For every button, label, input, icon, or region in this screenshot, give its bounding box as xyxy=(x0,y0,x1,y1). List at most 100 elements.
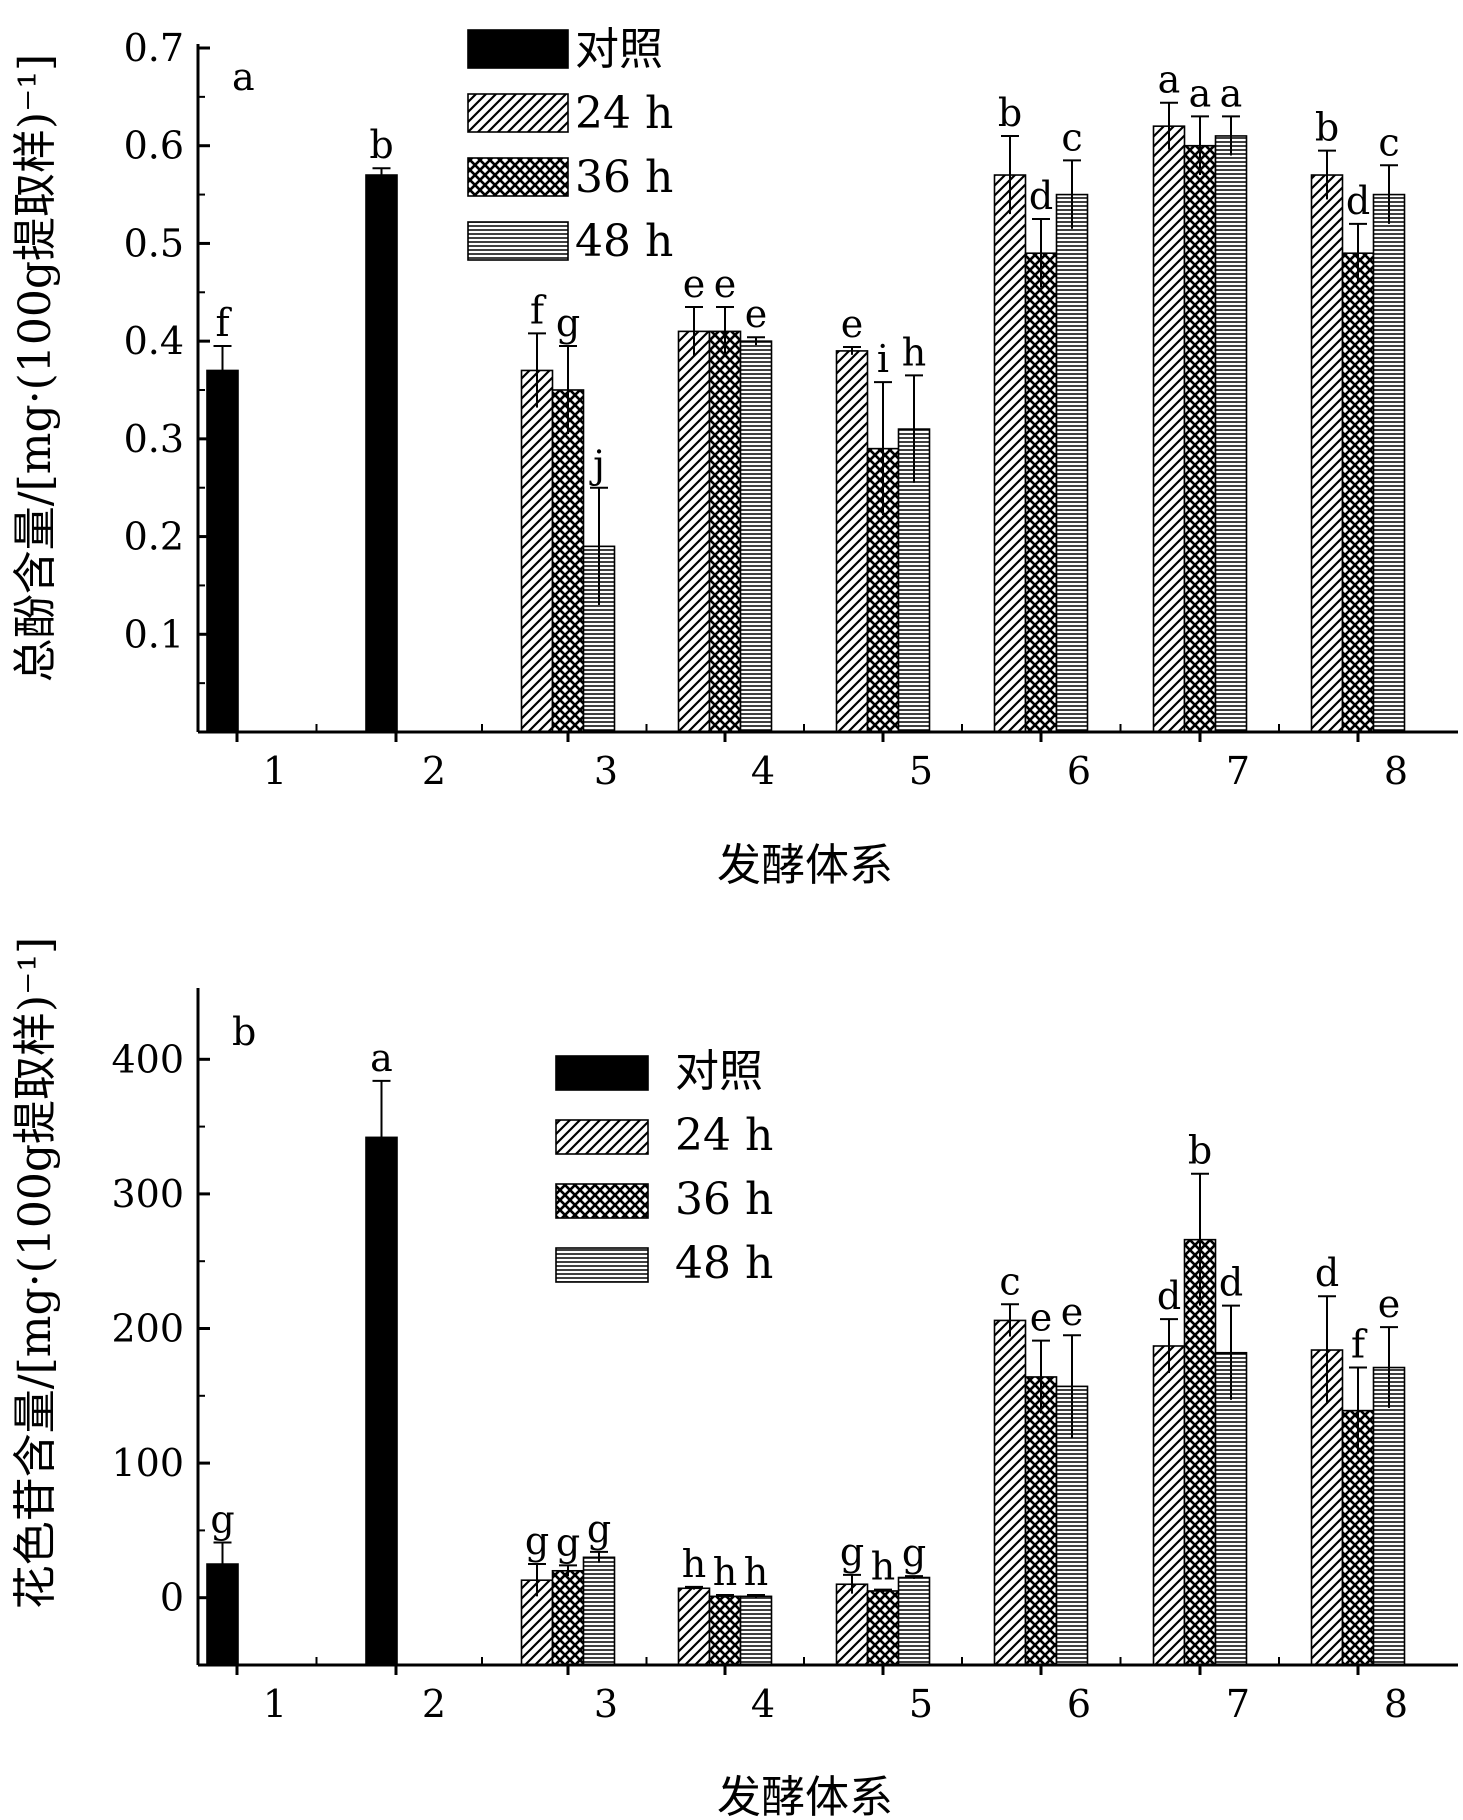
bar-anthocyanin-c8-s3 xyxy=(1372,1366,1406,1666)
significance-label: h xyxy=(713,1550,737,1594)
significance-label: c xyxy=(1061,115,1082,159)
significance-label: h xyxy=(871,1545,895,1589)
significance-label: b xyxy=(998,91,1022,135)
significance-label: h xyxy=(682,1542,706,1586)
x-axis-title-total-phenol: 发酵体系 xyxy=(717,840,893,891)
significance-label: c xyxy=(1378,120,1399,164)
legend-swatch xyxy=(555,1119,649,1155)
y-tick-labels-total-phenol: 0.1 0.2 0.3 0.4 0.5 0.6 0.7 xyxy=(124,26,184,656)
y-tick-label: 0.3 xyxy=(124,417,184,461)
significance-label: h xyxy=(902,330,926,374)
bar-anthocyanin-c3-s3 xyxy=(582,1556,616,1666)
significance-label: g xyxy=(840,1530,864,1574)
y-tick-label: 0.2 xyxy=(124,515,184,559)
bar-anthocyanin-c3-s2 xyxy=(551,1569,585,1666)
bar-phenol-c6-s3 xyxy=(1055,193,1089,733)
significance-label: g xyxy=(525,1519,549,1563)
panel-label-b: b xyxy=(232,1010,256,1054)
bar-anthocyanin-c5-s1 xyxy=(835,1583,869,1666)
significance-label: g xyxy=(902,1531,926,1575)
significance-label: b xyxy=(369,123,393,167)
significance-label: j xyxy=(589,443,605,487)
legend-label: 36 h xyxy=(575,152,673,203)
legend-label: 24 h xyxy=(575,88,673,139)
legend-label: 对照 xyxy=(675,1046,763,1097)
x-tick-label: 2 xyxy=(422,1682,446,1726)
significance-label: g xyxy=(556,1520,580,1564)
bar-phenol-c8-s1 xyxy=(1310,174,1344,733)
bar-phenol-c3-s1 xyxy=(520,369,554,733)
significance-label: b xyxy=(1188,1129,1212,1173)
y-tick-label: 300 xyxy=(111,1172,184,1216)
x-tick-label: 6 xyxy=(1067,1682,1091,1726)
x-tick-label: 7 xyxy=(1226,1682,1250,1726)
significance-label: g xyxy=(210,1498,234,1542)
y-tick-label: 100 xyxy=(111,1441,184,1485)
significance-label: e xyxy=(1061,1290,1084,1334)
bars-anthocyanin xyxy=(206,1136,1406,1666)
bar-phenol-c7-s3 xyxy=(1214,135,1248,733)
x-tick-label: 7 xyxy=(1226,749,1250,793)
significance-label: c xyxy=(999,1259,1020,1303)
x-tick-label: 4 xyxy=(751,1682,775,1726)
bar-phenol-c1-s0 xyxy=(206,369,239,733)
bar-phenol-c5-s1 xyxy=(835,350,869,733)
significance-label: d xyxy=(1029,174,1053,218)
bar-phenol-c4-s1 xyxy=(677,330,711,733)
legend-label: 24 h xyxy=(675,1110,773,1161)
significance-label: i xyxy=(877,337,889,381)
x-tick-label: 2 xyxy=(422,749,446,793)
legend-label: 48 h xyxy=(675,1238,773,1289)
bar-anthocyanin-c4-s1 xyxy=(677,1587,711,1666)
significance-label: a xyxy=(1220,71,1243,115)
y-tick-label: 400 xyxy=(111,1037,184,1081)
bar-phenol-c8-s2 xyxy=(1341,252,1375,733)
bar-anthocyanin-c6-s2 xyxy=(1024,1376,1058,1666)
bar-anthocyanin-c5-s2 xyxy=(866,1590,900,1666)
axes-anthocyanin xyxy=(196,988,1458,1675)
legend-anthocyanin: 对照 24 h 36 h 48 h xyxy=(555,1046,773,1289)
significance-label: d xyxy=(1346,179,1370,223)
bar-phenol-c6-s2 xyxy=(1024,252,1058,733)
y-tick-label: 200 xyxy=(111,1307,184,1351)
bar-phenol-c3-s2 xyxy=(551,389,585,733)
bar-phenol-c4-s2 xyxy=(708,330,742,733)
significance-labels-anthocyanin: gag g gh h h g h gce e dbd dfe xyxy=(210,1036,1400,1594)
bar-phenol-c8-s3 xyxy=(1372,193,1406,733)
bar-anthocyanin-c6-s1 xyxy=(993,1319,1027,1666)
legend-label: 48 h xyxy=(575,216,673,267)
bar-anthocyanin-c4-s2 xyxy=(708,1595,742,1666)
x-tick-label: 3 xyxy=(594,749,618,793)
x-tick-label: 8 xyxy=(1384,1682,1408,1726)
y-tick-label: 0.4 xyxy=(124,319,184,363)
legend-swatch xyxy=(555,1247,649,1283)
bar-anthocyanin-c5-s3 xyxy=(897,1576,931,1666)
significance-label: e xyxy=(1378,1282,1401,1326)
y-axis-title-total-phenol: 总酚含量/[mg·(100g提取样)⁻¹] xyxy=(10,54,61,682)
x-tick-label: 8 xyxy=(1384,749,1408,793)
bar-anthocyanin-c7-s1 xyxy=(1152,1345,1186,1666)
panel-label-a: a xyxy=(232,55,255,99)
significance-label: d xyxy=(1219,1261,1243,1305)
significance-label: g xyxy=(587,1507,611,1551)
significance-label: h xyxy=(744,1550,768,1594)
x-axis-title-anthocyanin: 发酵体系 xyxy=(717,1772,893,1820)
significance-label: e xyxy=(745,292,768,336)
x-tick-label: 4 xyxy=(751,749,775,793)
x-tick-label: 1 xyxy=(263,749,287,793)
significance-label: d xyxy=(1157,1274,1181,1318)
significance-label: a xyxy=(1189,71,1212,115)
legend-label: 对照 xyxy=(575,24,663,75)
error-bars-total-phenol xyxy=(213,101,1398,605)
x-tick-labels-anthocyanin: 1 2 3 4 5 6 7 8 xyxy=(263,1682,1408,1726)
x-tick-label: 5 xyxy=(909,1682,933,1726)
bar-phenol-c2-s0 xyxy=(365,174,398,733)
legend-swatch xyxy=(467,93,569,133)
significance-label: e xyxy=(714,262,737,306)
significance-label: g xyxy=(556,301,580,345)
x-tick-label: 3 xyxy=(594,1682,618,1726)
significance-label: f xyxy=(1351,1323,1368,1367)
